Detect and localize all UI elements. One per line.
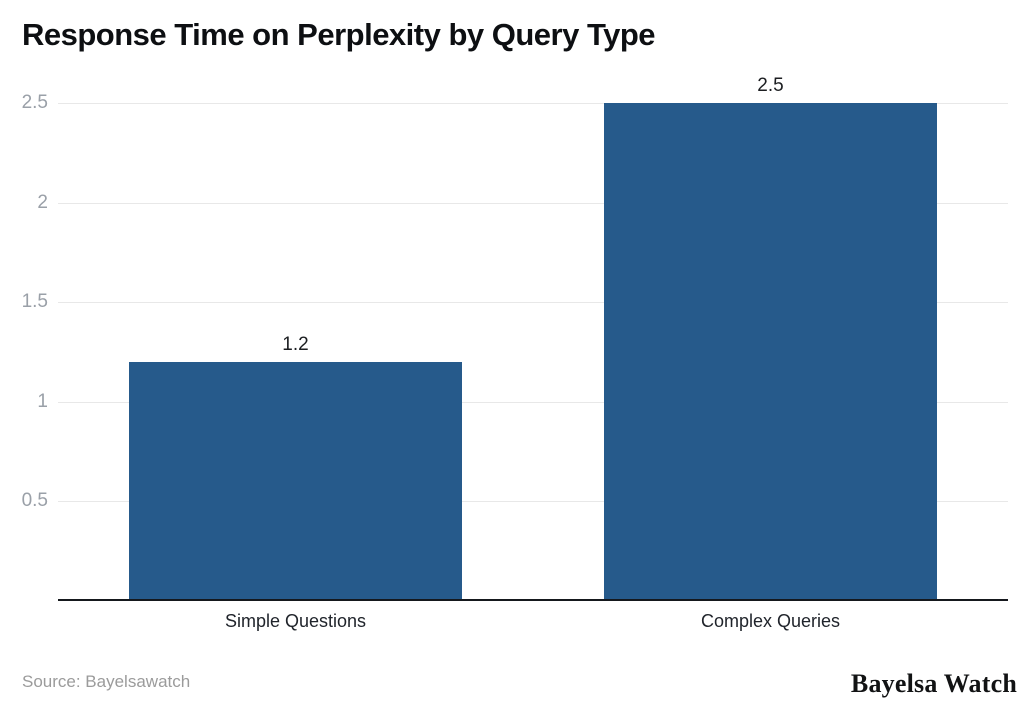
y-tick-label: 2	[37, 192, 48, 213]
x-axis-label: Complex Queries	[700, 611, 841, 631]
gridline	[58, 302, 1008, 303]
gridline	[58, 103, 1008, 104]
chart-title: Response Time on Perplexity by Query Typ…	[22, 17, 656, 52]
y-tick-label: 1.5	[21, 291, 48, 312]
gridline	[58, 402, 1008, 403]
gridline	[58, 501, 1008, 502]
bars-layer: 1.2 2.5	[58, 75, 1008, 601]
x-axis-label: Simple Questions	[224, 611, 367, 631]
bar	[129, 362, 462, 601]
gridline	[58, 203, 1008, 204]
bar-slot: 1.2	[58, 103, 533, 601]
x-axis-line	[58, 599, 1008, 601]
y-tick-label: 1	[37, 391, 48, 412]
bar	[604, 103, 937, 601]
bar-value-label: 1.2	[282, 334, 309, 355]
brand-logo: Bayelsa Watch	[850, 669, 1017, 698]
bar-value-label: 2.5	[757, 75, 784, 96]
y-tick-label: 0.5	[21, 490, 48, 511]
source-label: Source: Bayelsawatch	[22, 672, 191, 691]
bar-slot: 2.5	[533, 75, 1008, 601]
y-tick-label: 2.5	[21, 92, 48, 113]
x-axis-labels: Simple Questions Complex Queries	[58, 610, 1008, 632]
plot-area: 1.2 2.5	[58, 75, 1008, 601]
